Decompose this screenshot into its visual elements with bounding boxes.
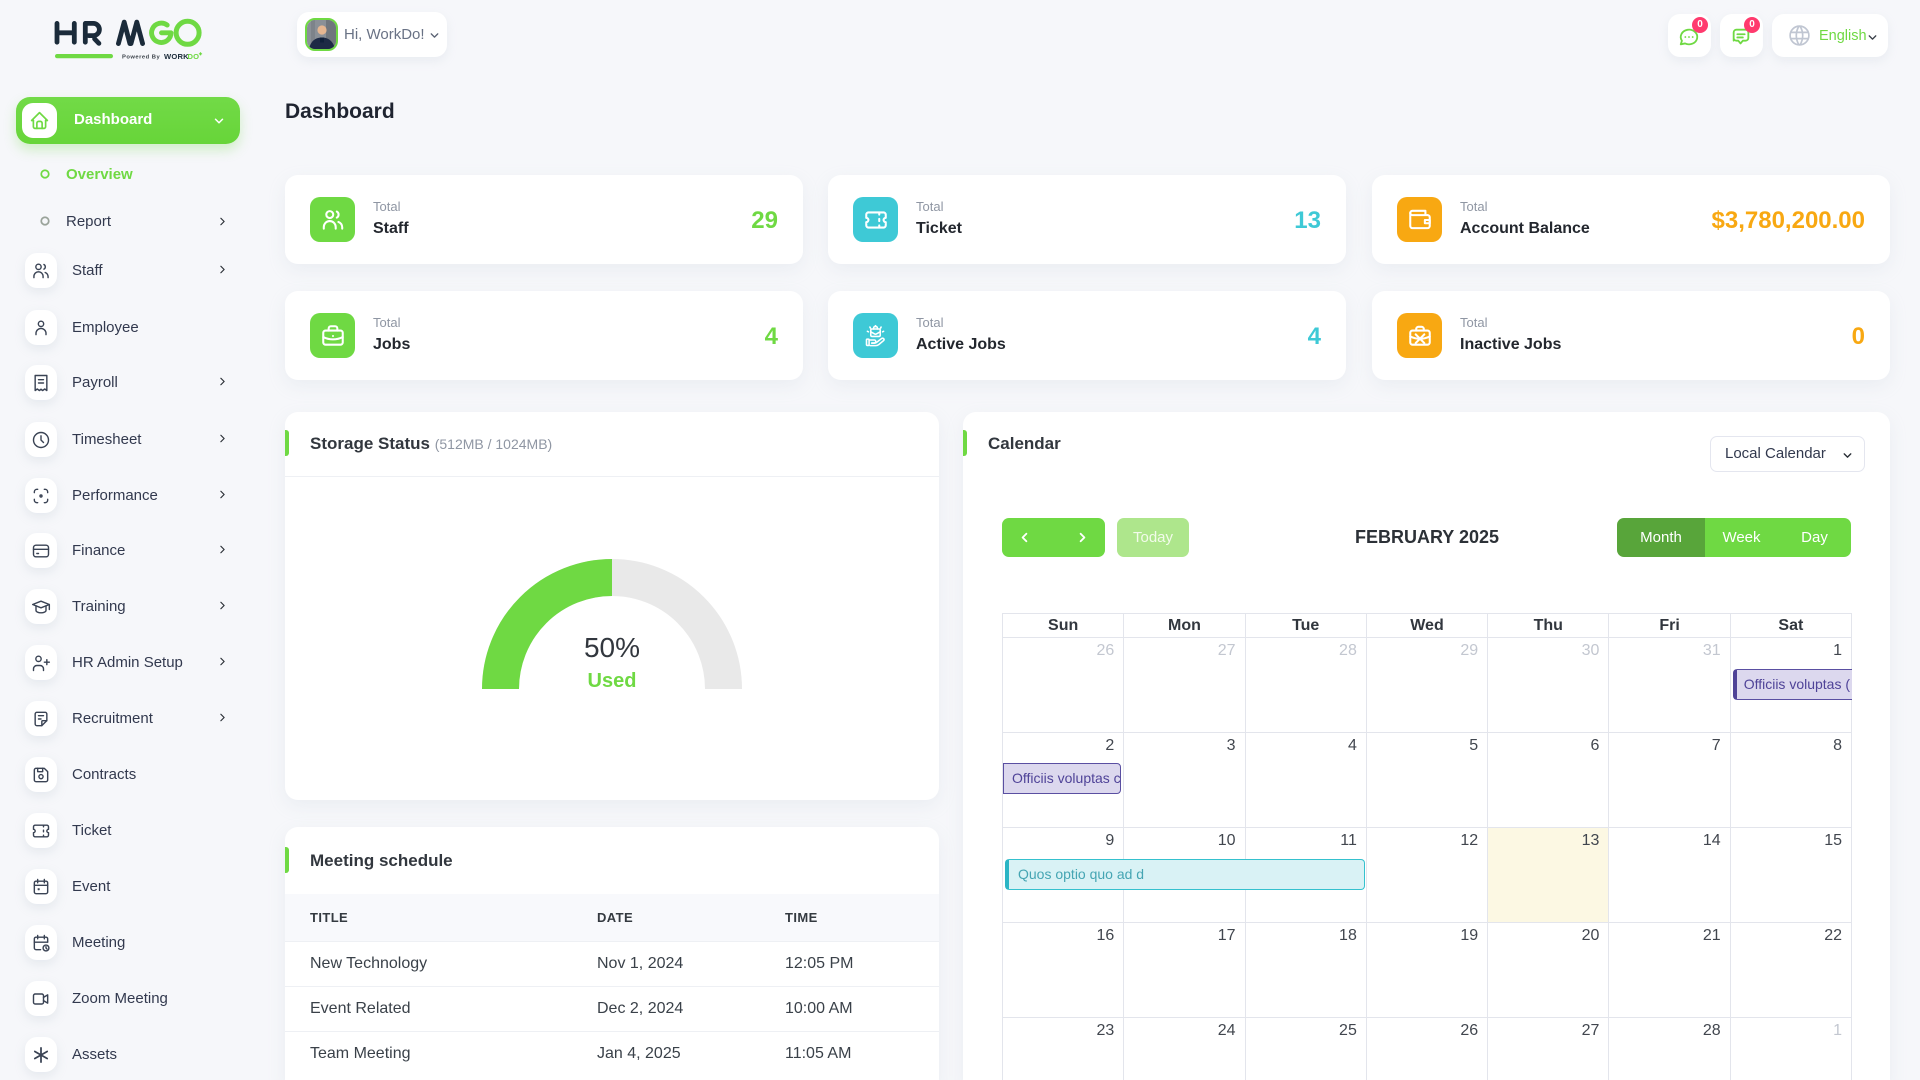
svg-text:Powered By: Powered By	[122, 55, 160, 61]
svg-text:DO: DO	[188, 52, 200, 61]
svg-text:WORK: WORK	[164, 52, 189, 61]
